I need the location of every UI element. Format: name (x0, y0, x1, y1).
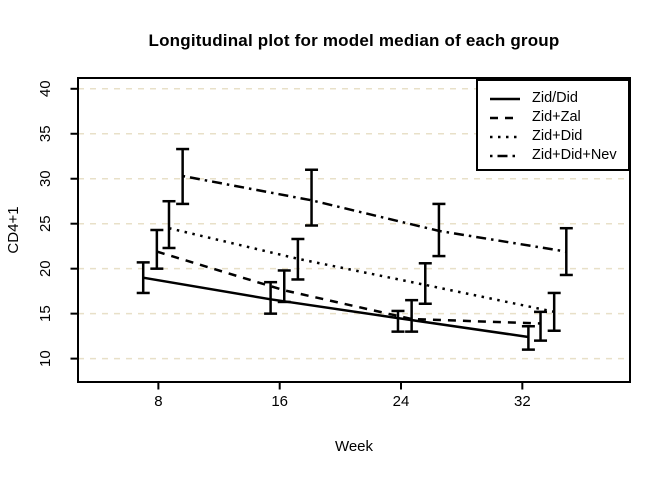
legend-line-sample-icon (490, 154, 520, 157)
x-tick-label: 24 (393, 393, 410, 410)
y-tick-label: 35 (37, 125, 54, 142)
legend-line-sample-icon (490, 135, 520, 138)
legend-item-label: Zid+Did (532, 128, 583, 144)
series-line-zid-did (142, 276, 529, 339)
x-tick-label: 8 (154, 393, 162, 410)
y-tick-label: 25 (37, 215, 54, 232)
y-axis-label: CD4+1 (5, 206, 22, 254)
x-axis-label: Week (334, 438, 374, 455)
chart-title: Longitudinal plot for model median of ea… (148, 31, 560, 50)
y-tick-label: 40 (37, 80, 54, 97)
x-tick-label: 16 (271, 393, 288, 410)
x-tick-label: 32 (514, 393, 531, 410)
legend-item: Zid+Did (478, 127, 628, 146)
legend-item-label: Zid+Did+Nev (532, 147, 617, 163)
legend-item: Zid+Did+Nev (478, 146, 628, 165)
series-line-zid-zal (156, 250, 541, 325)
y-tick-label: 15 (37, 305, 54, 322)
plot-border (77, 77, 631, 383)
legend: Zid/Did Zid+Zal Zid+Did Zid+Did+Nev (476, 79, 630, 171)
legend-line-sample-icon (490, 116, 520, 119)
legend-item-label: Zid/Did (532, 90, 578, 106)
legend-item: Zid+Zal (478, 108, 628, 127)
series-line-zid-did (168, 226, 555, 314)
y-tick-label: 10 (37, 350, 54, 367)
y-tick-label: 30 (37, 170, 54, 187)
legend-item: Zid/Did (478, 89, 628, 108)
y-tick-label: 20 (37, 260, 54, 277)
series-line-zid-did-nev (182, 174, 567, 253)
legend-item-label: Zid+Zal (532, 109, 581, 125)
legend-line-sample-icon (490, 97, 520, 100)
